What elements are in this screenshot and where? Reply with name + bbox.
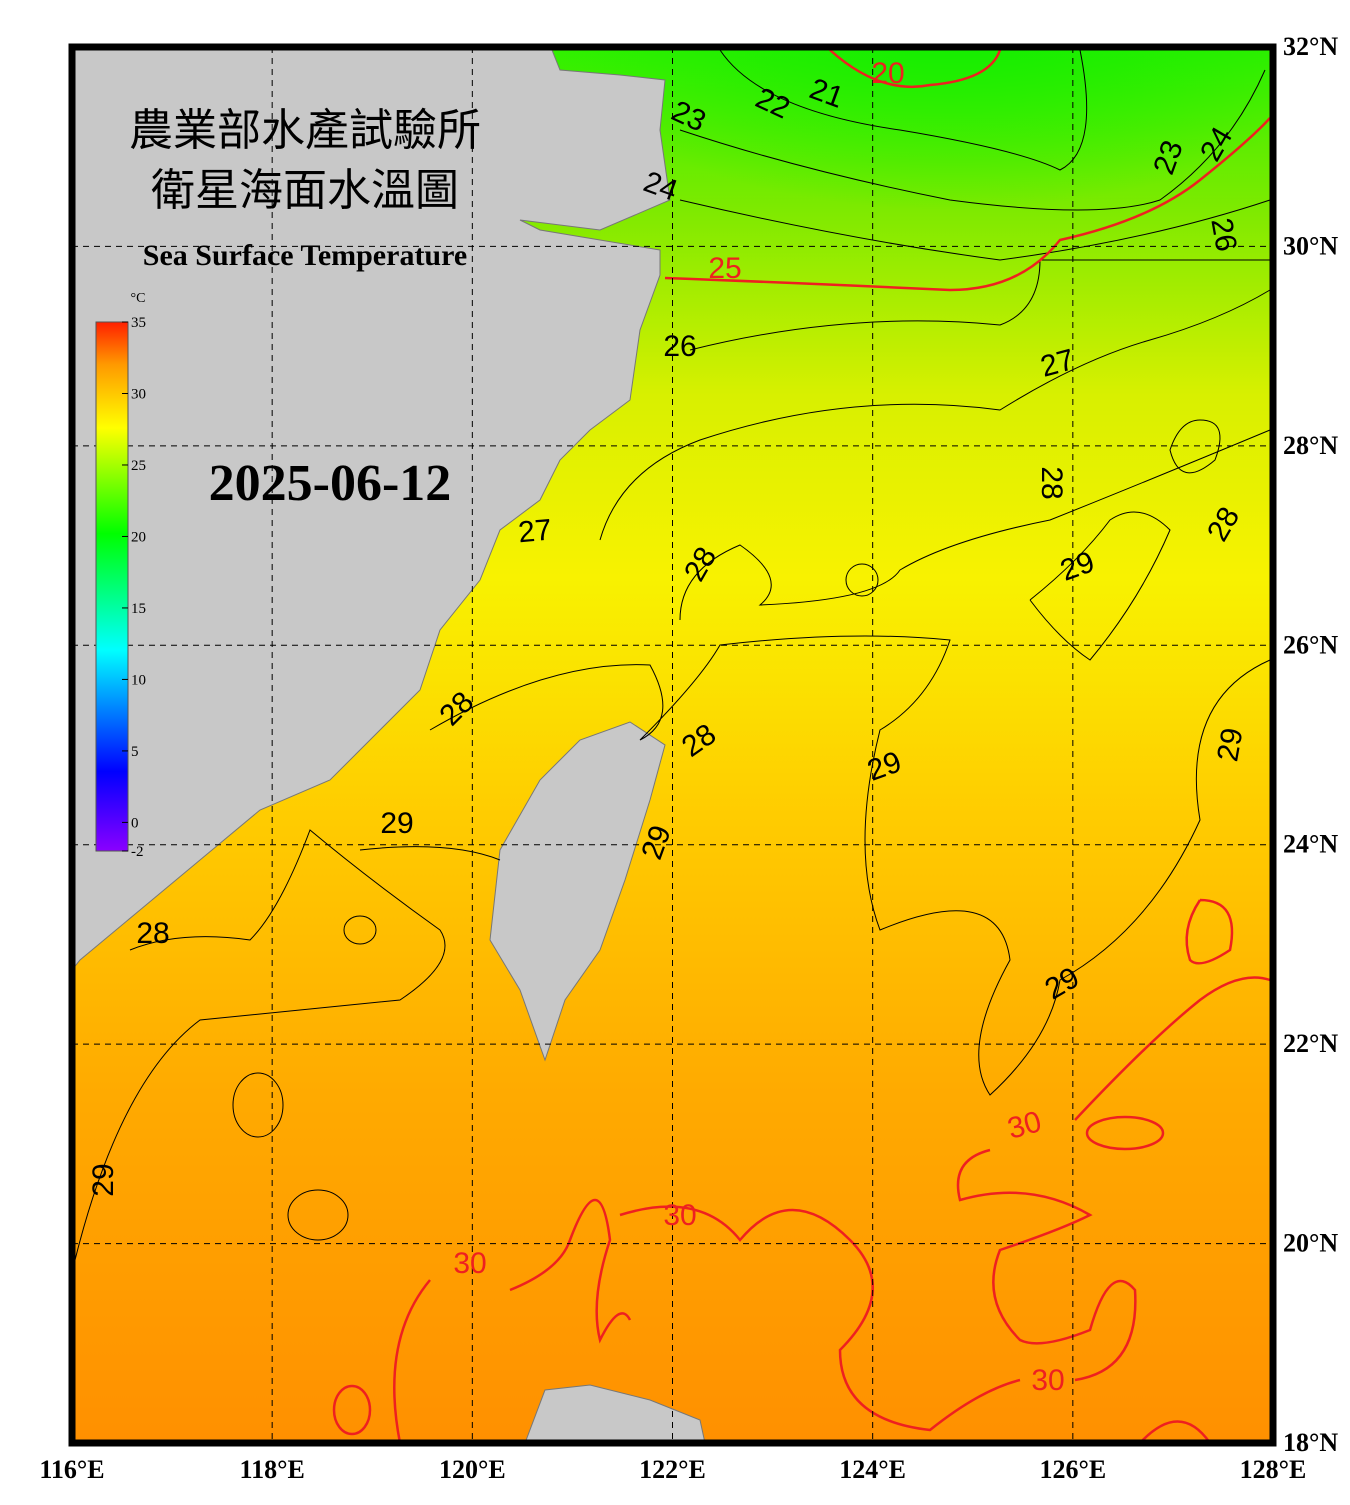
isotherm-label: 30 [453, 1247, 486, 1280]
isotherm-label: 28 [1035, 466, 1068, 499]
isotherm [599, 289, 1271, 541]
isotherm [689, 259, 1270, 351]
colorbar-tick-label: 30 [131, 386, 146, 402]
lon-label: 122°E [639, 1455, 706, 1484]
lat-label: 28°N [1283, 431, 1338, 460]
axis-labels: 32°N 30°N 28°N 26°N 24°N 22°N 20°N 18°N 116°E 118… [39, 32, 1338, 1484]
isotherm [1139, 1420, 1212, 1443]
cold-water [530, 47, 1273, 290]
land-china [72, 47, 671, 971]
isotherm [429, 635, 1271, 1096]
frame [68, 43, 1277, 1447]
isotherm-label: 28 [136, 917, 169, 950]
isotherm-label: 26 [1204, 215, 1242, 254]
isotherm-label: 29 [1211, 725, 1249, 764]
isotherm [956, 976, 1271, 1382]
major-isotherms [332, 49, 1271, 1443]
isotherm [359, 846, 501, 861]
lat-label: 26°N [1283, 630, 1338, 659]
isotherm [679, 69, 1266, 211]
lon-label: 118°E [240, 1455, 305, 1484]
lon-label: 120°E [439, 1455, 506, 1484]
lat-label: 22°N [1283, 1029, 1338, 1058]
graticule [72, 47, 1273, 1443]
land-luzon [524, 1384, 706, 1443]
land-taiwan [489, 721, 666, 1062]
lat-label: 18°N [1283, 1428, 1338, 1457]
isotherm [287, 1189, 349, 1241]
isotherm [664, 117, 1271, 292]
isotherm-label: 30 [663, 1199, 696, 1232]
isotherm [719, 49, 1088, 171]
colorbar-tick-label: 10 [131, 672, 146, 688]
isotherm-label: 29 [87, 1163, 120, 1196]
isotherm [232, 1072, 284, 1138]
colorbar-tick-label: 25 [131, 458, 146, 474]
isotherm [74, 829, 446, 1261]
isotherm [343, 915, 377, 945]
lon-label: 124°E [839, 1455, 906, 1484]
subtitle: Sea Surface Temperature [143, 239, 467, 272]
isotherm [679, 429, 1271, 621]
title-line: 衛星海面水溫圖 [151, 166, 459, 215]
colorbar-tick-label: 15 [131, 601, 146, 617]
colorbar-tick-label: 20 [131, 529, 146, 545]
lat-label: 24°N [1283, 830, 1338, 859]
lon-label: 116°E [39, 1455, 104, 1484]
isotherm [332, 1384, 372, 1436]
lat-label: 32°N [1283, 32, 1338, 61]
isotherm [1169, 419, 1221, 474]
isotherm-label: 27 [517, 514, 553, 550]
isotherm [679, 199, 1271, 261]
isotherm [845, 563, 879, 597]
isotherm-label: 25 [708, 252, 741, 285]
lat-label: 20°N [1283, 1229, 1338, 1258]
isotherm [1185, 898, 1234, 965]
colorbar-tick-label: 0 [131, 815, 139, 831]
colorbar-unit: °C [131, 291, 146, 306]
colorbar-ticks: 35 30 25 20 15 10 5 0 -2 [122, 315, 146, 860]
title-line: 農業部水產試驗所 [129, 106, 481, 155]
isotherm [1085, 1115, 1165, 1151]
colorbar [95, 321, 129, 852]
isotherm-label: 26 [663, 330, 696, 363]
isotherm-label: 20 [871, 57, 904, 90]
date: 2025-06-12 [209, 455, 452, 512]
lon-label: 126°E [1039, 1455, 1106, 1484]
isotherm [619, 1205, 1021, 1432]
isotherm [1029, 511, 1171, 661]
colorbar-tick-label: -2 [131, 844, 144, 860]
lon-label: 128°E [1240, 1455, 1307, 1484]
isotherm-label: 30 [1031, 1364, 1064, 1397]
lat-label: 30°N [1283, 231, 1338, 260]
isotherms [74, 49, 1271, 1261]
isotherm-label: 29 [380, 807, 413, 840]
isotherm [393, 1198, 632, 1443]
isotherm [829, 49, 1002, 89]
colorbar-tick-label: 5 [131, 744, 139, 760]
colorbar-tick-label: 35 [131, 315, 146, 331]
